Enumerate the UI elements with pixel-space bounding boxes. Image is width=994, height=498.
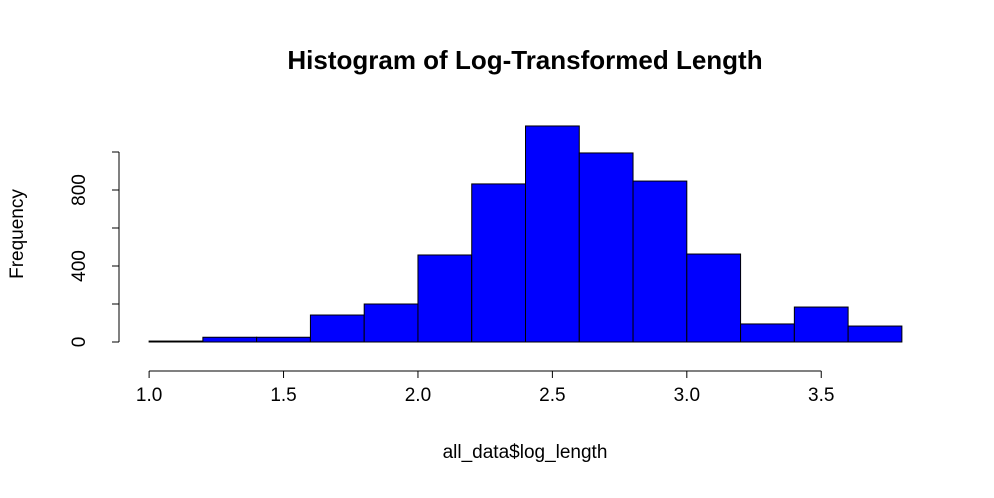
bar [793,306,849,343]
bar [256,336,311,343]
x-tick-label: 2.5 [539,385,565,406]
chart-title: Histogram of Log-Transformed Length [287,45,762,75]
bar [740,323,795,343]
bar [525,125,580,343]
bar [471,183,527,343]
x-tick-label: 3.5 [808,385,834,406]
x-axis-label: all_data$log_length [443,442,608,463]
bar [417,254,473,343]
x-tick-label: 1.5 [270,385,296,406]
y-tick-label: 0 [69,337,90,348]
bar [578,152,634,343]
bar [363,303,419,343]
bar [309,314,365,343]
y-tick-label: 400 [69,250,90,282]
bar [148,340,204,343]
y-axis-label: Frequency [7,189,28,279]
x-tick-label: 3.0 [674,385,700,406]
x-tick-label: 2.0 [405,385,431,406]
bar [632,180,688,343]
x-tick-label: 1.0 [136,385,162,406]
bar [847,325,903,343]
bar [686,253,742,343]
y-tick-label: 800 [69,174,90,206]
bar [202,336,258,343]
